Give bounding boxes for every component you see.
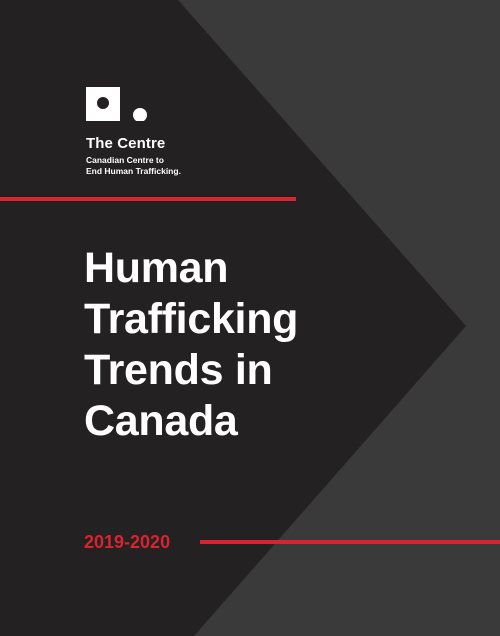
report-title: Human Trafficking Trends in Canada [84,243,414,447]
title-line-2: Trafficking [84,295,299,343]
bottom-red-divider [200,540,500,544]
organization-name: The Centre [86,135,166,152]
organization-subtitle: Canadian Centre to End Human Trafficking… [86,155,226,177]
year-range: 2019-2020 [84,532,171,552]
top-red-divider [0,197,296,201]
title-line-1: Human [84,244,229,292]
organization-subtitle-line1: Canadian Centre to [86,155,164,165]
centre-logo-icon [86,87,147,121]
organization-subtitle-line2: End Human Trafficking. [86,166,181,176]
title-line-4: Canada [84,397,238,445]
title-line-3: Trends in [84,346,273,394]
